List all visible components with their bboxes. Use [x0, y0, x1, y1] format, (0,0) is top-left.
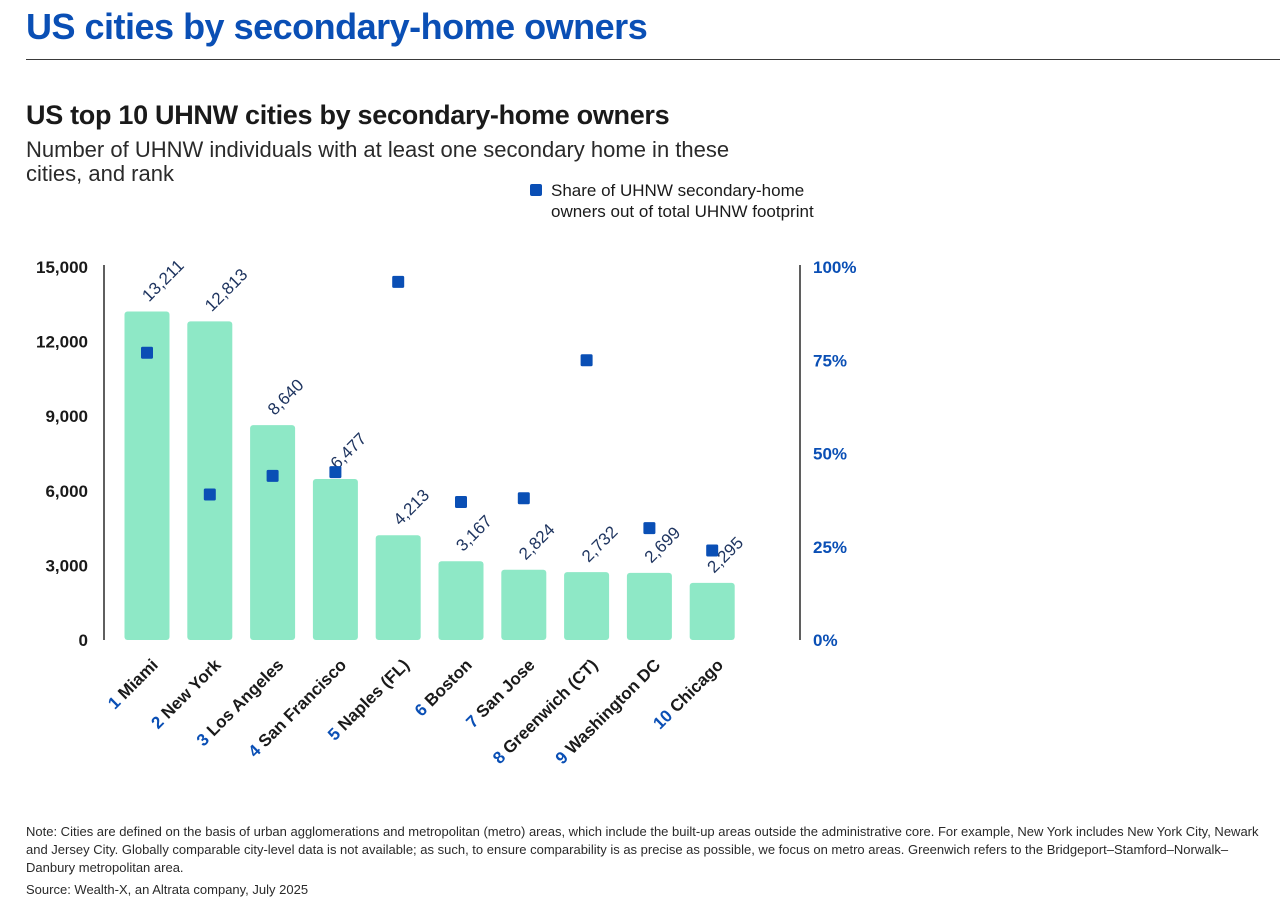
share-marker [517, 492, 530, 505]
legend-label: Share of UHNW secondary-home owners out … [551, 180, 881, 222]
left-y-tick-label: 12,000 [36, 333, 88, 352]
chart-title: US top 10 UHNW cities by secondary-home … [26, 100, 670, 130]
legend-square-marker-icon [530, 184, 542, 196]
left-y-tick-label: 9,000 [45, 407, 88, 426]
bar-value-label: 2,732 [578, 522, 622, 566]
bar [564, 572, 610, 640]
right-y-tick-label: 50% [813, 445, 847, 464]
bar [626, 572, 672, 640]
bar [689, 582, 735, 640]
chart-note: Note: Cities are defined on the basis of… [26, 824, 1259, 875]
left-y-tick-label: 0 [79, 631, 88, 650]
right-y-tick-label: 25% [813, 538, 847, 557]
right-y-tick-label: 100% [813, 258, 856, 277]
bar-value-label: 2,824 [515, 520, 559, 564]
right-y-tick-label: 75% [813, 351, 847, 370]
bar-value-label: 8,640 [264, 375, 308, 419]
left-y-tick-label: 3,000 [45, 556, 88, 575]
share-marker [203, 488, 216, 501]
chart-subtitle: Number of UHNW individuals with at least… [26, 137, 730, 186]
category-name: San Jose [472, 655, 538, 721]
bar-value-label: 4,213 [390, 486, 434, 530]
share-marker [392, 275, 405, 288]
share-marker [266, 469, 279, 482]
right-y-tick-label: 0% [813, 631, 838, 650]
bar [250, 425, 296, 640]
category-name: Chicago [666, 655, 727, 716]
bar [375, 535, 421, 640]
category-label: 8 Greenwich (CT) [489, 655, 601, 767]
share-marker [455, 495, 467, 508]
bar [312, 478, 358, 640]
left-y-tick-label: 6,000 [45, 482, 88, 501]
bar [187, 321, 233, 640]
category-name: Boston [421, 655, 476, 710]
bar [124, 311, 170, 640]
bar-value-label: 12,813 [201, 265, 251, 315]
page-title: US cities by secondary-home owners [26, 6, 648, 47]
category-name: New York [158, 655, 225, 722]
legend-label-line-2: owners out of total UHNW footprint [551, 202, 814, 221]
bar-value-label: 3,167 [452, 512, 496, 556]
category-label: 1 Miami [104, 655, 162, 713]
share-marker [580, 354, 593, 367]
bar-value-label: 13,211 [138, 256, 187, 305]
bar [501, 569, 547, 640]
legend-label-line-1: Share of UHNW secondary-home [551, 181, 805, 200]
share-marker [706, 544, 719, 557]
chart-source: Source: Wealth-X, an Altrata company, Ju… [26, 882, 309, 897]
bar [438, 561, 484, 640]
category-label: 6 Boston [411, 655, 476, 720]
share-marker [141, 346, 153, 359]
title-divider [26, 59, 1280, 60]
left-y-tick-label: 15,000 [36, 258, 88, 277]
chart-legend: Share of UHNW secondary-home owners out … [530, 180, 881, 222]
share-marker [329, 466, 342, 479]
bar-chart: 0 3,000 6,000 9,000 12,000 15,000 0% 25% 50% 75% 1… [36, 256, 856, 768]
share-marker [643, 522, 656, 535]
category-label: 9 Washington DC [552, 655, 664, 767]
category-name: Miami [114, 655, 162, 703]
